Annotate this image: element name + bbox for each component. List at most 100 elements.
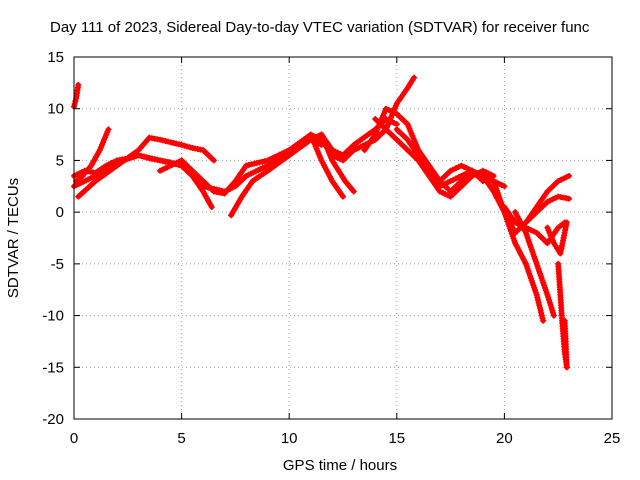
marker xyxy=(315,132,322,139)
marker xyxy=(77,174,84,181)
marker xyxy=(328,155,335,162)
series-track-3 xyxy=(71,81,82,110)
marker xyxy=(208,155,215,162)
series-track-15 xyxy=(490,178,547,324)
marker xyxy=(511,237,518,244)
marker xyxy=(456,185,463,192)
marker xyxy=(550,309,557,316)
marker xyxy=(95,149,102,156)
marker xyxy=(562,335,569,342)
marker xyxy=(241,175,248,182)
marker xyxy=(542,200,549,207)
marker xyxy=(542,190,549,197)
marker xyxy=(380,124,387,131)
marker xyxy=(466,175,473,182)
marker xyxy=(563,195,570,202)
marker xyxy=(176,158,183,165)
series-track-21 xyxy=(561,317,570,371)
marker xyxy=(337,150,344,157)
marker xyxy=(455,163,462,170)
marker xyxy=(349,186,356,193)
marker xyxy=(72,98,79,105)
marker xyxy=(531,211,538,218)
marker xyxy=(530,228,537,235)
x-axis-label: GPS time / hours xyxy=(283,457,397,474)
marker xyxy=(104,128,111,135)
marker xyxy=(338,191,345,198)
marker xyxy=(563,174,570,181)
marker xyxy=(403,87,410,94)
marker xyxy=(498,181,505,188)
marker xyxy=(261,158,268,165)
x-tick-label: 5 xyxy=(177,430,185,447)
y-tick-label: 5 xyxy=(56,152,64,169)
tick-layer: 0 5 10 15 20 25 -20 -15 -10 -5 0 5 10 15 xyxy=(42,49,620,447)
marker xyxy=(382,108,389,115)
marker xyxy=(521,227,528,234)
marker xyxy=(284,153,291,160)
marker xyxy=(198,176,205,183)
series-track-10 xyxy=(307,131,357,195)
marker xyxy=(532,289,539,296)
marker xyxy=(557,289,564,296)
marker xyxy=(111,160,118,167)
marker xyxy=(328,175,335,182)
marker xyxy=(348,149,355,156)
marker xyxy=(71,100,78,107)
marker xyxy=(86,164,93,171)
marker xyxy=(262,163,269,170)
marker xyxy=(424,165,431,172)
marker xyxy=(74,84,81,91)
marker xyxy=(337,156,344,163)
marker xyxy=(370,133,377,140)
x-tick-label: 0 xyxy=(70,430,78,447)
marker xyxy=(90,179,97,186)
y-tick-label: -5 xyxy=(51,256,64,273)
marker xyxy=(552,194,559,201)
marker xyxy=(197,146,204,153)
y-axis-label: SDTVAR / TECUs xyxy=(5,178,22,298)
grid-layer xyxy=(74,57,612,419)
marker xyxy=(444,179,451,186)
y-tick-label: -20 xyxy=(42,411,64,428)
marker xyxy=(553,180,560,187)
marker xyxy=(241,164,248,171)
series-track-17 xyxy=(512,209,557,319)
marker xyxy=(521,258,528,265)
marker xyxy=(532,258,539,265)
y-tick-label: 0 xyxy=(56,204,64,221)
marker xyxy=(563,361,570,368)
marker xyxy=(230,180,237,187)
marker xyxy=(402,145,409,152)
marker xyxy=(248,180,255,187)
x-tick-label: 20 xyxy=(496,430,513,447)
series-layer xyxy=(71,74,572,371)
marker xyxy=(455,174,462,181)
marker xyxy=(466,166,473,173)
marker xyxy=(144,136,151,143)
marker xyxy=(549,237,556,244)
marker xyxy=(154,136,161,143)
marker xyxy=(477,171,484,178)
marker xyxy=(392,102,399,109)
marker xyxy=(402,134,409,141)
marker xyxy=(487,171,494,178)
plot-frame xyxy=(73,56,613,420)
marker xyxy=(262,169,269,176)
marker xyxy=(317,155,324,162)
x-tick-label: 10 xyxy=(281,430,298,447)
series-track-18 xyxy=(522,193,572,226)
marker xyxy=(207,201,214,208)
marker xyxy=(391,109,398,116)
marker xyxy=(409,77,416,84)
marker xyxy=(539,315,546,322)
y-tick-label: 15 xyxy=(47,49,64,66)
marker xyxy=(218,190,225,197)
series-track-19 xyxy=(544,219,570,257)
marker xyxy=(563,222,570,229)
marker xyxy=(402,119,409,126)
marker xyxy=(553,226,560,233)
marker xyxy=(154,156,161,163)
marker xyxy=(391,134,398,141)
